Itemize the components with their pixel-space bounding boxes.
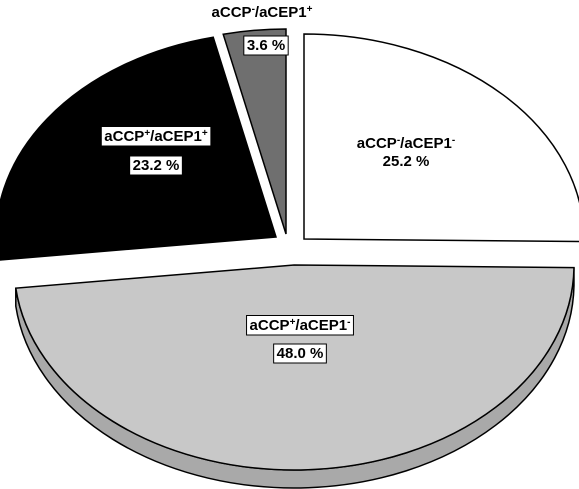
slice-category-label: aCCP+/aCEP1+ <box>104 128 208 146</box>
pie-slice <box>222 28 287 235</box>
pie-slice <box>14 264 575 471</box>
slice-label-group: aCCP+/aCEP1- 48.0 % <box>246 315 354 364</box>
slice-category-label: aCCP-/aCEP1- <box>357 135 455 153</box>
pie-slice <box>0 36 277 261</box>
label-box <box>273 343 327 364</box>
slice-category-label: aCCP-/aCEP1+ <box>212 4 313 22</box>
slice-value-label: 23.2 % <box>133 157 180 174</box>
label-box <box>129 155 183 176</box>
slice-label-group: aCCP+/aCEP1+ 23.2 % <box>100 126 212 176</box>
label-box <box>246 315 354 336</box>
slice-label-group: aCCP-/aCEP1+ 3.6 % <box>208 2 316 56</box>
slice-label-group: aCCP-/aCEP1-25.2 % <box>357 135 455 171</box>
slice-value-label: 48.0 % <box>277 345 324 362</box>
slice-category-label: aCCP+/aCEP1- <box>250 317 351 335</box>
slice-value-label: 3.6 % <box>247 37 285 54</box>
slice-value-label: 25.2 % <box>383 153 430 170</box>
label-box <box>100 126 212 147</box>
pie-slice <box>303 33 579 243</box>
label-box <box>208 2 316 22</box>
label-box <box>243 35 289 56</box>
